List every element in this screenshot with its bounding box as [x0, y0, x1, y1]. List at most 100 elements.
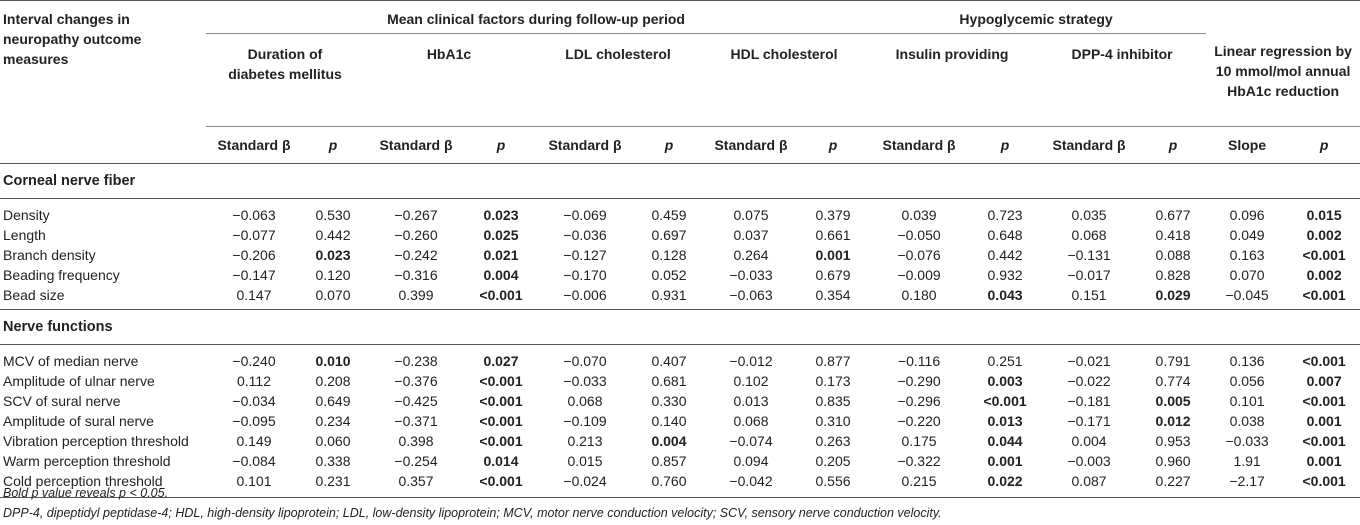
subheader-beta: Standard β [1038, 126, 1141, 164]
cell-p-value: 0.001 [1306, 413, 1342, 429]
cell-estimate: −0.147 [232, 267, 276, 283]
cell-estimate: 0.068 [567, 393, 603, 409]
row-label: Cold perception threshold [3, 473, 163, 489]
cell-p-value: 0.960 [1155, 453, 1191, 469]
cell-estimate: −0.003 [1067, 453, 1111, 469]
row-label: Vibration perception threshold [3, 433, 189, 449]
cell-p-value: 0.857 [651, 453, 687, 469]
cell-estimate: −0.021 [1067, 353, 1111, 369]
cell-p-value: 0.791 [1155, 353, 1191, 369]
cell-p-value: 0.442 [987, 247, 1023, 263]
row-label: Warm perception threshold [3, 453, 171, 469]
cell-estimate: −0.131 [1067, 247, 1111, 263]
cell-estimate: 0.180 [901, 287, 937, 303]
results-table: Interval changes in neuropathy outcome m… [0, 0, 1360, 498]
cell-estimate: 0.038 [1229, 413, 1265, 429]
cell-p-value: 0.043 [987, 287, 1023, 303]
col-header-dpp4: DPP-4 inhibitor [1038, 33, 1207, 127]
cell-estimate: 0.035 [1071, 207, 1107, 223]
cell-p-value: 0.649 [315, 393, 351, 409]
cell-p-value: 0.002 [1306, 227, 1342, 243]
table-row: Bead size 0.147 0.070 0.399 <0.001 −0.006 0.93… [0, 285, 1360, 305]
cell-estimate: −2.17 [1229, 473, 1265, 489]
table-row: Density −0.063 0.530 −0.267 0.023 −0.069 0.459… [0, 205, 1360, 225]
cell-p-value: 0.001 [815, 247, 851, 263]
cell-estimate: −0.296 [897, 393, 941, 409]
cell-p-value: <0.001 [479, 433, 523, 449]
cell-p-value: 0.060 [315, 433, 351, 449]
cell-estimate: 0.070 [1229, 267, 1265, 283]
table-row: Warm perception threshold −0.084 0.338 −0.2… [0, 451, 1360, 471]
table-row: Branch density −0.206 0.023 −0.242 0.021 −0.1… [0, 245, 1360, 265]
cell-estimate: −0.063 [729, 287, 773, 303]
cell-estimate: 0.039 [901, 207, 937, 223]
cell-estimate: −0.242 [394, 247, 438, 263]
cell-estimate: −0.290 [897, 373, 941, 389]
subheader-p: p [636, 126, 702, 164]
table-row: SCV of sural nerve −0.034 0.649 −0.425 <0.00… [0, 391, 1360, 411]
row-label: Amplitude of ulnar nerve [3, 373, 155, 389]
cell-p-value: 0.251 [987, 353, 1023, 369]
cell-estimate: 0.398 [398, 433, 434, 449]
cell-estimate: 0.102 [733, 373, 769, 389]
cell-p-value: <0.001 [1302, 473, 1346, 489]
cell-p-value: <0.001 [1302, 247, 1346, 263]
cell-p-value: 0.023 [483, 207, 519, 223]
cell-p-value: 0.234 [315, 413, 351, 429]
cell-p-value: 0.120 [315, 267, 351, 283]
cell-estimate: 0.068 [1071, 227, 1107, 243]
cell-p-value: <0.001 [479, 413, 523, 429]
cell-p-value: 0.088 [1155, 247, 1191, 263]
cell-estimate: 0.087 [1071, 473, 1107, 489]
cell-p-value: 0.723 [987, 207, 1023, 223]
cell-p-value: <0.001 [479, 393, 523, 409]
cell-estimate: −0.127 [563, 247, 607, 263]
cell-estimate: −0.076 [897, 247, 941, 263]
cell-estimate: −0.371 [394, 413, 438, 429]
cell-estimate: −0.260 [394, 227, 438, 243]
row-label: MCV of median nerve [3, 353, 139, 369]
cell-estimate: −0.220 [897, 413, 941, 429]
subheader-p: p [1140, 126, 1207, 164]
section-nerve-functions-rows: MCV of median nerve −0.240 0.010 −0.238 0.02… [0, 351, 1360, 498]
cell-p-value: 0.004 [483, 267, 519, 283]
cell-p-value: 0.330 [651, 393, 687, 409]
subheader-p: p [972, 126, 1039, 164]
cell-estimate: 0.151 [1071, 287, 1107, 303]
footnote-abbreviations: DPP-4, dipeptidyl peptidase-4; HDL, high… [3, 506, 942, 520]
cell-p-value: <0.001 [1302, 393, 1346, 409]
col-header-insulin: Insulin providing [866, 33, 1039, 127]
cell-estimate: 0.175 [901, 433, 937, 449]
cell-estimate: 0.215 [901, 473, 937, 489]
cell-estimate: 0.056 [1229, 373, 1265, 389]
cell-estimate: 0.136 [1229, 353, 1265, 369]
cell-p-value: 0.774 [1155, 373, 1191, 389]
cell-p-value: 0.005 [1155, 393, 1191, 409]
cell-p-value: 0.231 [315, 473, 351, 489]
cell-estimate: −0.116 [897, 353, 941, 369]
cell-estimate: −0.050 [897, 227, 941, 243]
section-corneal: Corneal nerve fiber [0, 164, 1360, 206]
cell-p-value: 0.828 [1155, 267, 1191, 283]
row-label: Bead size [3, 287, 65, 303]
cell-p-value: 0.004 [651, 433, 687, 449]
group-header-mean-clinical: Mean clinical factors during follow-up p… [387, 11, 685, 27]
subheader-beta: Standard β [364, 126, 468, 164]
cell-estimate: −0.084 [232, 453, 276, 469]
cell-estimate: 0.149 [236, 433, 272, 449]
cell-estimate: 0.037 [733, 227, 769, 243]
cell-estimate: −0.024 [563, 473, 607, 489]
cell-p-value: 0.530 [315, 207, 351, 223]
cell-p-value: <0.001 [479, 373, 523, 389]
cell-p-value: <0.001 [1302, 287, 1346, 303]
cell-p-value: 0.354 [815, 287, 851, 303]
table-row: Amplitude of ulnar nerve 0.112 0.208 −0.376… [0, 371, 1360, 391]
footnotes: Bold p value reveals p < 0.05. DPP-4, di… [3, 483, 942, 523]
cell-p-value: 0.877 [815, 353, 851, 369]
cell-p-value: 0.677 [1155, 207, 1191, 223]
cell-estimate: −0.017 [1067, 267, 1111, 283]
cell-estimate: 0.101 [236, 473, 272, 489]
cell-estimate: 0.147 [236, 287, 272, 303]
cell-p-value: 0.140 [651, 413, 687, 429]
cell-p-value: 0.012 [1155, 413, 1191, 429]
